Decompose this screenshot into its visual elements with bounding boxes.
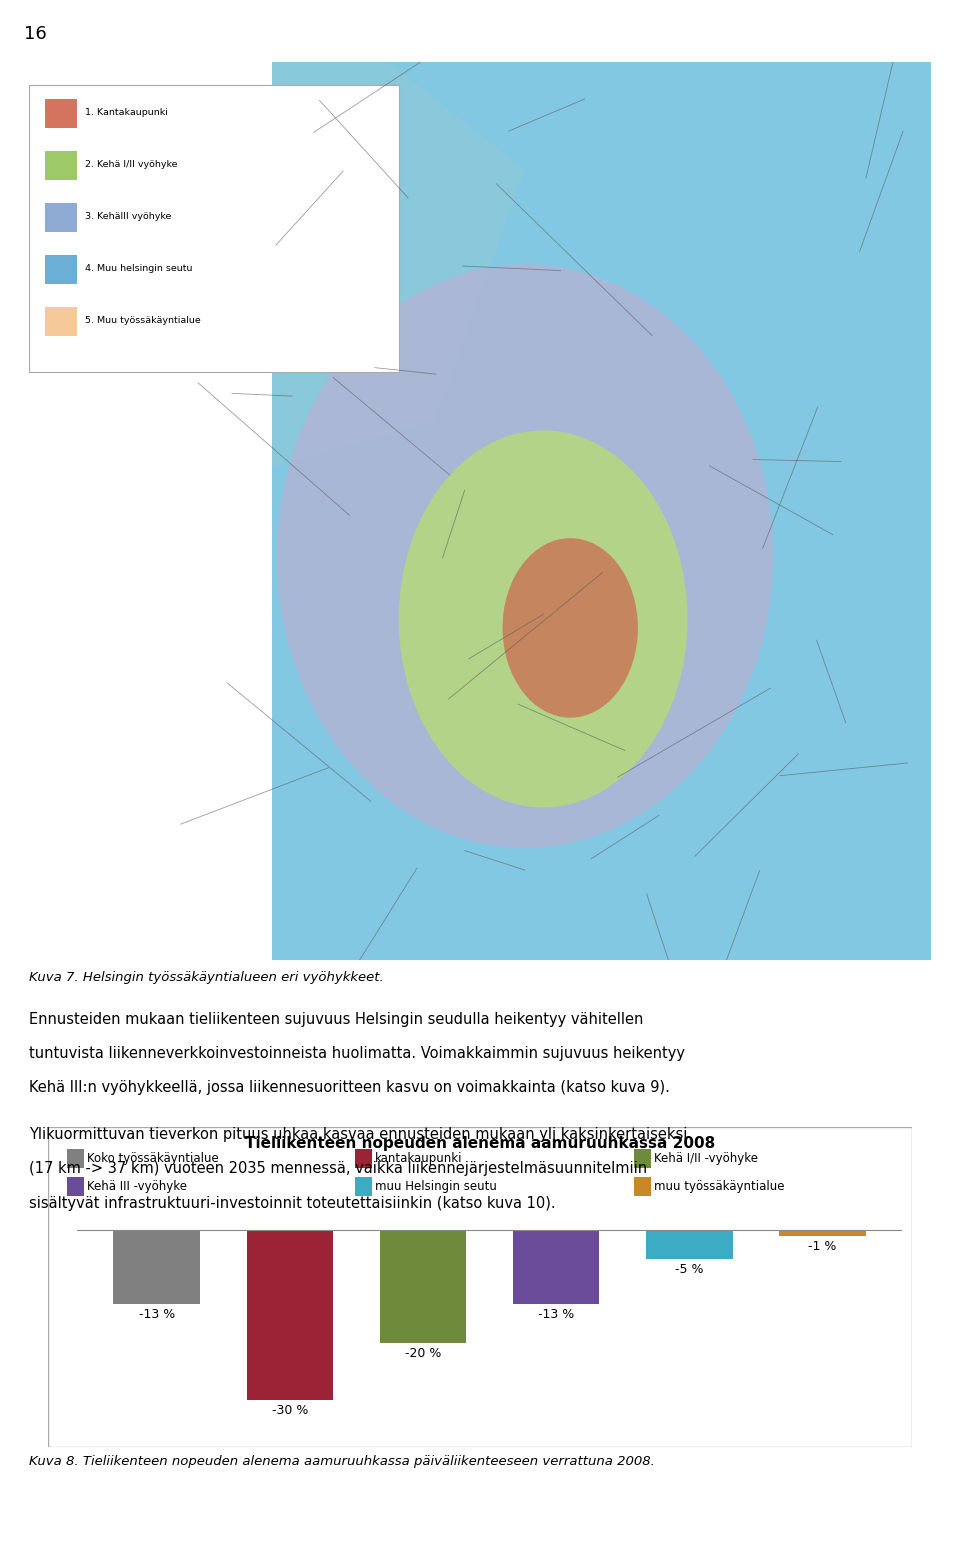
Bar xyxy=(780,1230,866,1236)
FancyBboxPatch shape xyxy=(67,1149,84,1168)
Text: 3. KehäIII vyöhyke: 3. KehäIII vyöhyke xyxy=(84,212,171,222)
Ellipse shape xyxy=(398,431,687,807)
Text: 5. Muu työssäkäyntialue: 5. Muu työssäkäyntialue xyxy=(84,317,201,325)
Text: Kuva 8. Tieliikenteen nopeuden alenema aamuruuhkassa päiväliikenteeseen verrattu: Kuva 8. Tieliikenteen nopeuden alenema a… xyxy=(29,1455,655,1467)
FancyBboxPatch shape xyxy=(45,256,77,284)
Text: Kuva 7. Helsingin työssäkäyntialueen eri vyöhykkeet.: Kuva 7. Helsingin työssäkäyntialueen eri… xyxy=(29,971,384,983)
FancyBboxPatch shape xyxy=(634,1177,651,1196)
FancyBboxPatch shape xyxy=(45,100,77,128)
Text: (17 km -> 37 km) vuoteen 2035 mennessä, vaikka liikennejärjestelmäsuunnitelmiin: (17 km -> 37 km) vuoteen 2035 mennessä, … xyxy=(29,1161,647,1177)
Ellipse shape xyxy=(276,264,774,848)
Bar xyxy=(380,1230,467,1344)
Text: 2. Kehä I/II vyöhyke: 2. Kehä I/II vyöhyke xyxy=(84,161,178,169)
Text: Kehä I/II -vyöhyke: Kehä I/II -vyöhyke xyxy=(654,1152,757,1165)
FancyBboxPatch shape xyxy=(29,62,931,960)
Text: Koko työssäkäyntialue: Koko työssäkäyntialue xyxy=(87,1152,219,1165)
FancyBboxPatch shape xyxy=(355,1177,372,1196)
Text: kantakaupunki: kantakaupunki xyxy=(375,1152,463,1165)
Text: 16: 16 xyxy=(24,25,47,44)
FancyBboxPatch shape xyxy=(45,151,77,180)
Bar xyxy=(247,1230,333,1400)
Ellipse shape xyxy=(502,539,637,718)
Text: Kehä III -vyöhyke: Kehä III -vyöhyke xyxy=(87,1180,187,1193)
Text: 4. Muu helsingin seutu: 4. Muu helsingin seutu xyxy=(84,264,192,273)
FancyBboxPatch shape xyxy=(48,1127,912,1447)
Polygon shape xyxy=(273,62,931,960)
Text: sisältyvät infrastruktuuri-investoinnit toteutettaisiinkin (katso kuva 10).: sisältyvät infrastruktuuri-investoinnit … xyxy=(29,1196,556,1211)
FancyBboxPatch shape xyxy=(67,1177,84,1196)
Text: -30 %: -30 % xyxy=(272,1403,308,1417)
Text: -13 %: -13 % xyxy=(538,1308,574,1321)
FancyBboxPatch shape xyxy=(45,203,77,233)
FancyBboxPatch shape xyxy=(634,1149,651,1168)
FancyBboxPatch shape xyxy=(45,308,77,336)
Text: Ylikuormittuvan tieverkon pituus uhkaa kasvaa ennusteiden mukaan yli kaksinkerta: Ylikuormittuvan tieverkon pituus uhkaa k… xyxy=(29,1127,687,1143)
Polygon shape xyxy=(273,62,525,467)
Text: tuntuvista liikenneverkkoinvestoinneista huolimatta. Voimakkaimmin sujuvuus heik: tuntuvista liikenneverkkoinvestoinneista… xyxy=(29,1046,684,1061)
Bar xyxy=(113,1230,200,1303)
FancyBboxPatch shape xyxy=(29,62,931,960)
Text: muu työssäkäyntialue: muu työssäkäyntialue xyxy=(654,1180,784,1193)
Text: Kehä III:n vyöhykkeellä, jossa liikennesuoritteen kasvu on voimakkainta (katso k: Kehä III:n vyöhykkeellä, jossa liikennes… xyxy=(29,1080,670,1096)
Text: Ennusteiden mukaan tieliikenteen sujuvuus Helsingin seudulla heikentyy vähitelle: Ennusteiden mukaan tieliikenteen sujuvuu… xyxy=(29,1012,643,1027)
Bar xyxy=(513,1230,599,1303)
Text: -5 %: -5 % xyxy=(675,1263,704,1275)
Text: -20 %: -20 % xyxy=(405,1347,442,1360)
Text: -13 %: -13 % xyxy=(138,1308,175,1321)
Bar xyxy=(646,1230,732,1258)
Text: -1 %: -1 % xyxy=(808,1239,837,1253)
FancyBboxPatch shape xyxy=(29,84,398,372)
Text: Tieliikenteen nopeuden alenema aamuruuhkassa 2008: Tieliikenteen nopeuden alenema aamuruuhk… xyxy=(245,1136,715,1152)
Text: muu Helsingin seutu: muu Helsingin seutu xyxy=(375,1180,497,1193)
Polygon shape xyxy=(29,62,273,960)
Text: 1. Kantakaupunki: 1. Kantakaupunki xyxy=(84,108,168,117)
FancyBboxPatch shape xyxy=(355,1149,372,1168)
